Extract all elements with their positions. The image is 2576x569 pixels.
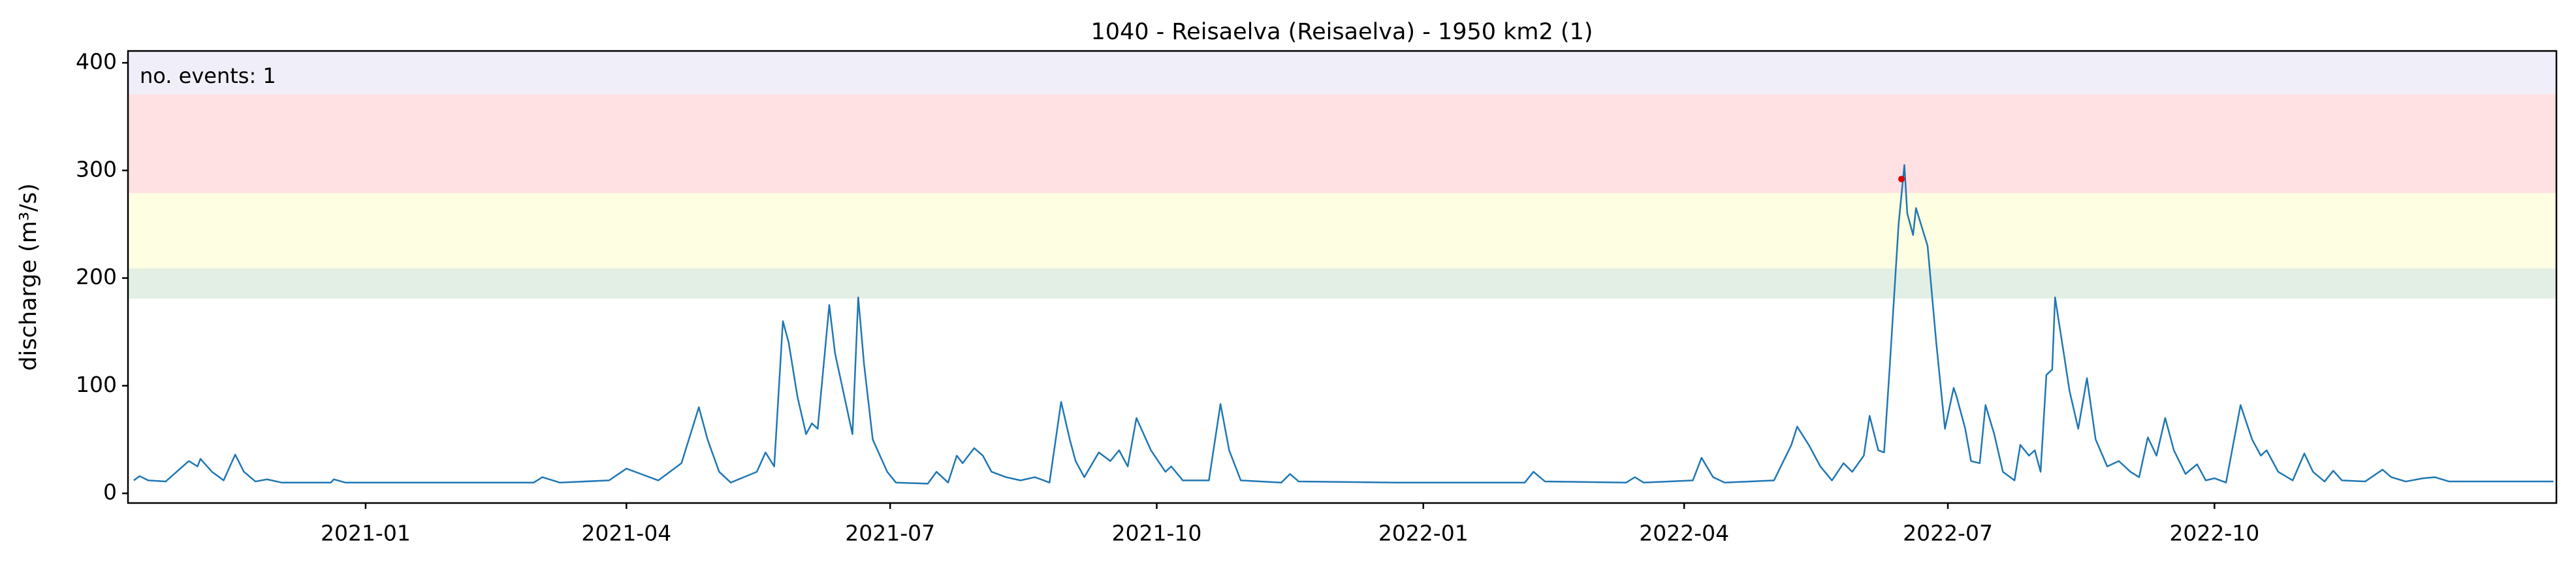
y-tick-label: 300 <box>76 156 117 182</box>
y-tick-label: 200 <box>76 264 117 289</box>
chart-title: 1040 - Reisaelva (Reisaelva) - 1950 km2 … <box>1090 19 1593 45</box>
x-tick-label: 2022-01 <box>1378 521 1469 546</box>
discharge-line <box>133 164 2554 485</box>
event-count: no. events: 1 <box>140 63 276 88</box>
threshold-band <box>128 93 2556 193</box>
y-tick-label: 400 <box>76 49 117 74</box>
plot-frame <box>127 50 2558 504</box>
y-axis-label: discharge (m³/s) <box>16 183 42 370</box>
x-tick-label: 2022-07 <box>1903 521 1993 546</box>
threshold-band <box>128 268 2556 299</box>
x-tick-label: 2021-01 <box>321 521 411 546</box>
threshold-band <box>128 193 2556 268</box>
x-tick-label: 2022-10 <box>2169 521 2259 546</box>
y-tick-label: 100 <box>76 372 117 397</box>
event-marker <box>1898 176 1905 183</box>
x-tick-label: 2021-07 <box>845 521 935 546</box>
x-tick-label: 2021-10 <box>1112 521 1202 546</box>
x-tick-label: 2022-04 <box>1639 521 1729 546</box>
x-tick-label: 2021-04 <box>581 521 671 546</box>
threshold-band <box>128 51 2556 94</box>
y-tick-label: 0 <box>103 480 117 505</box>
